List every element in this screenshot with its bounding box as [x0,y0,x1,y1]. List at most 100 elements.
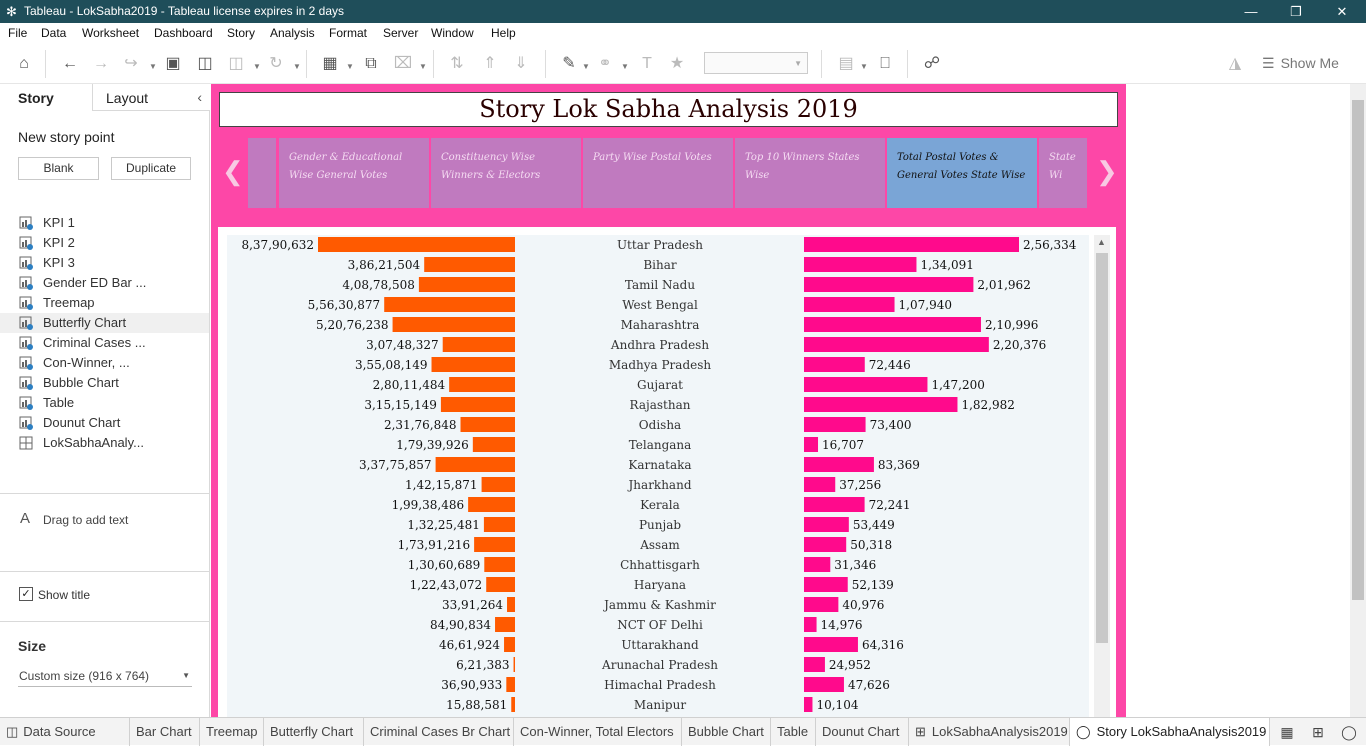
tab-bubble-chart[interactable]: Bubble Chart [682,718,771,746]
menu-analysis[interactable]: Analysis [270,26,315,40]
story-point-caption-active[interactable]: Total Postal Votes & General Votes State… [887,138,1037,208]
menu-story[interactable]: Story [227,26,256,40]
tab-data-source[interactable]: ◫ Data Source [0,718,130,746]
presentation-mode-icon[interactable]: ⎕ [880,55,890,72]
new-worksheet-icon[interactable]: ▦ [1280,724,1294,740]
clear-sheet-icon[interactable]: ⌧ [393,55,413,72]
new-sheet-icon[interactable]: ▦ [322,55,338,72]
scroll-up-icon[interactable]: ▲ [1097,237,1106,247]
sheet-list-item[interactable]: Butterfly Chart [0,313,209,333]
story-point-caption[interactable] [248,138,276,208]
sheet-list-item[interactable]: Dounut Chart [0,413,209,433]
menu-server[interactable]: Server [383,26,419,40]
tab-dounut-chart[interactable]: Dounut Chart [816,718,909,746]
show-labels-icon[interactable]: T [642,55,652,72]
sheet-list-item[interactable]: Table [0,393,209,413]
tab-story[interactable]: Story [18,90,54,106]
sheet-list-item[interactable]: KPI 1 [0,213,209,233]
menu-worksheet[interactable]: Worksheet [82,26,140,40]
tab-treemap[interactable]: Treemap [200,718,264,746]
blank-button[interactable]: Blank [18,157,99,180]
sheet-list-item[interactable]: Con-Winner, ... [0,353,209,373]
sheet-list-item[interactable]: Gender ED Bar ... [0,273,209,293]
format-painter-icon[interactable]: ◮ [1228,55,1242,72]
group-members-icon[interactable]: ⚭ [598,55,612,72]
highlight-icon[interactable]: ✎ [562,55,576,72]
menu-data[interactable]: Data [41,26,67,40]
story-point-caption[interactable]: Party Wise Postal Votes [583,138,733,208]
minimize-icon[interactable]: — [1244,4,1258,19]
tab-story-active[interactable]: ◯ Story LokSabhaAnalysis2019 [1070,718,1270,746]
tab-bar-chart[interactable]: Bar Chart [130,718,200,746]
chevron-down-icon[interactable]: ▼ [293,62,301,71]
chevron-down-icon[interactable]: ▼ [419,62,427,71]
chevron-down-icon[interactable]: ▼ [149,62,157,71]
chevron-down-icon[interactable]: ▼ [582,62,590,71]
home-icon[interactable]: ⌂ [19,55,29,72]
chevron-down-icon[interactable]: ▼ [253,62,261,71]
duplicate-button[interactable]: Duplicate [111,157,191,180]
state-label: Uttarakhand [621,638,699,652]
story-point-caption[interactable]: Constituency Wise Winners & Electors [431,138,581,208]
fit-dropdown[interactable]: ▼ [704,52,808,74]
collapse-panel-icon[interactable]: ‹ [197,89,202,105]
menu-window[interactable]: Window [431,26,474,40]
sheet-list-item[interactable]: KPI 2 [0,233,209,253]
new-story-icon[interactable]: ◯ [1341,724,1357,740]
size-dropdown[interactable]: Custom size (916 x 764) ▼ [18,667,192,687]
pin-icon[interactable]: ★ [669,55,685,72]
show-me-button[interactable]: ☰ Show Me [1262,52,1339,74]
next-story-point-icon[interactable]: ❯ [1096,156,1118,186]
swap-icon[interactable]: ⇅ [450,55,464,72]
menu-format[interactable]: Format [329,26,368,40]
bar-left [486,577,515,592]
close-icon[interactable]: ✕ [1336,4,1348,19]
redo-icon[interactable]: → [93,55,109,72]
menu-bar: File Data Worksheet Dashboard Story Anal… [0,23,1366,44]
chevron-down-icon[interactable]: ▼ [346,62,354,71]
undo-icon[interactable]: ← [62,55,78,72]
sort-ascending-icon[interactable]: ⇑ [483,55,497,72]
share-icon[interactable]: ☍ [923,55,941,72]
tab-con-winner-total-electors[interactable]: Con-Winner, Total Electors [514,718,682,746]
scrollbar-thumb[interactable] [1352,100,1364,600]
sheet-list-item[interactable]: Bubble Chart [0,373,209,393]
sheet-list-item[interactable]: KPI 3 [0,253,209,273]
story-point-caption[interactable]: Gender & Educational Wise General Votes [279,138,429,208]
pause-update-icon[interactable]: ◫ [228,55,244,72]
sheet-list-item[interactable]: Treemap [0,293,209,313]
chart-scrollbar[interactable]: ▲ [1094,235,1110,717]
story-point-caption[interactable]: Top 10 Winners States Wise [735,138,885,208]
sheet-list-item[interactable]: Criminal Cases ... [0,333,209,353]
new-data-source-icon[interactable]: ◫ [197,55,213,72]
sheet-list-item[interactable]: LokSabhaAnaly... [0,433,209,453]
bar-left [506,677,515,692]
tab-criminal-cases-bar-chart[interactable]: Criminal Cases Br Chart [364,718,514,746]
save-icon[interactable]: ▣ [165,55,181,72]
duplicate-sheet-icon[interactable]: ⧉ [365,55,377,72]
show-cards-icon[interactable]: ▤ [838,55,854,72]
tab-layout[interactable]: Layout ‹ [92,84,210,111]
bar-right [804,577,848,592]
tab-table[interactable]: Table [771,718,816,746]
vertical-scrollbar[interactable] [1350,84,1366,717]
chevron-down-icon[interactable]: ▼ [860,62,868,71]
sort-descending-icon[interactable]: ⇓ [514,55,528,72]
tab-dashboard[interactable]: ⊞ LokSabhaAnalysis2019 [909,718,1070,746]
data-label-right: 2,56,334 [1023,238,1077,252]
menu-help[interactable]: Help [491,26,516,40]
previous-story-point-icon[interactable]: ❮ [222,156,244,186]
show-title-checkbox[interactable]: ✓ [19,587,33,601]
replay-icon[interactable]: ↪ [124,55,138,72]
menu-file[interactable]: File [8,26,28,40]
chevron-down-icon[interactable]: ▼ [621,62,629,71]
refresh-icon[interactable]: ↻ [269,55,283,72]
data-label-left: 5,20,76,238 [316,318,389,332]
tab-butterfly-chart[interactable]: Butterfly Chart [264,718,364,746]
menu-dashboard[interactable]: Dashboard [154,26,213,40]
maximize-icon[interactable]: ❐ [1290,4,1302,19]
new-dashboard-icon[interactable]: ⊞ [1312,724,1324,740]
story-point-caption[interactable]: State Wi [1039,138,1087,208]
drag-to-add-text[interactable]: Drag to add text [43,513,129,527]
scrollbar-thumb[interactable] [1096,253,1108,643]
